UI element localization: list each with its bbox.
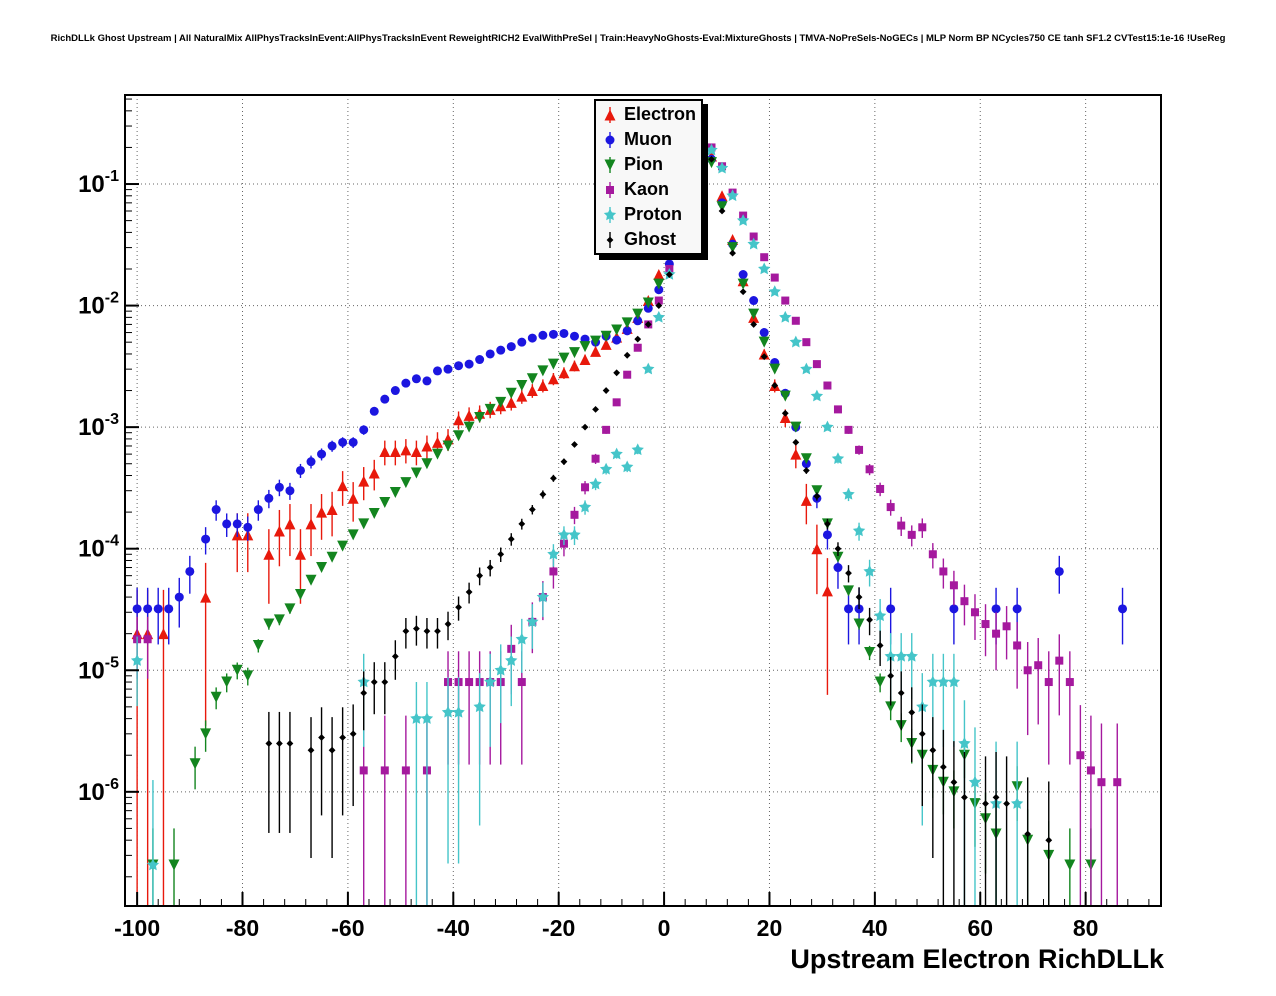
y-tick-label: 10-4 (78, 533, 119, 563)
triangle-down-icon (604, 156, 616, 173)
series-kaon (133, 143, 1122, 906)
legend-entry-ghost: Ghost (597, 227, 696, 252)
x-tick-label: -80 (226, 915, 259, 941)
y-tick-label: 10-6 (78, 776, 119, 806)
triangle-up-icon (604, 106, 616, 123)
legend-label: Electron (624, 104, 697, 124)
x-tick-label: 20 (757, 915, 783, 941)
legend-entry-kaon: Kaon (597, 177, 696, 202)
series-pion (147, 139, 1097, 906)
x-axis-title: Upstream Electron RichDLLk (790, 944, 1164, 974)
legend-label: Proton (624, 204, 682, 224)
plot-title: RichDLLk Ghost Upstream | All NaturalMix… (50, 33, 1226, 44)
legend: Electron Muon Pion Kaon Proton Ghost (594, 99, 704, 255)
x-tick-label: 80 (1073, 915, 1099, 941)
x-tick-label: -40 (437, 915, 470, 941)
legend-entry-electron: Electron (597, 102, 696, 127)
y-tick-label: 10-3 (78, 411, 119, 441)
diamond-icon (606, 231, 614, 248)
x-tick-label: 60 (967, 915, 993, 941)
series-ghost (265, 134, 1053, 906)
legend-label: Kaon (624, 179, 669, 199)
x-tick-label: 40 (862, 915, 888, 941)
x-tick-label: -60 (331, 915, 364, 941)
y-tick-label: 10-5 (78, 654, 119, 684)
legend-entry-muon: Muon (597, 127, 696, 152)
circle-icon (605, 131, 615, 148)
star-icon (603, 206, 617, 223)
legend-entry-pion: Pion (597, 152, 696, 177)
x-tick-label: 0 (658, 915, 671, 941)
legend-label: Muon (624, 129, 672, 149)
y-tick-label: 10-1 (78, 168, 119, 198)
x-tick-label: -100 (114, 915, 160, 941)
series-proton (130, 143, 1024, 906)
y-tick-label: 10-2 (78, 290, 119, 320)
legend-label: Pion (624, 154, 663, 174)
x-tick-label: -20 (542, 915, 575, 941)
square-icon (606, 181, 614, 198)
legend-entry-proton: Proton (597, 202, 696, 227)
legend-label: Ghost (624, 229, 676, 249)
